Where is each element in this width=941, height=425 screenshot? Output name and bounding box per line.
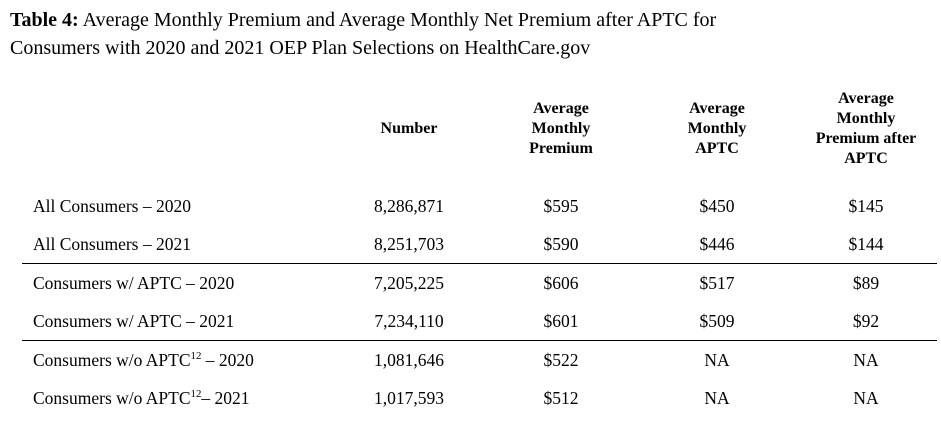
cell-number: 1,081,646 <box>374 349 444 370</box>
table-row: Consumers w/o APTC12 – 2020 1,081,646 $5… <box>22 341 937 379</box>
cell-avg-aptc: $517 <box>699 272 735 293</box>
cell-number: 8,251,703 <box>374 233 444 254</box>
header-avg-monthly-premium: Average Monthly Premium <box>529 100 593 157</box>
cell-avg-premium: $522 <box>543 349 579 370</box>
section-consumers-without-aptc: Consumers w/o APTC12 – 2020 1,081,646 $5… <box>22 341 937 417</box>
header-avg-monthly-premium-after-aptc: Average Monthly Premium after APTC <box>815 90 917 167</box>
cell-avg-premium: $512 <box>543 387 579 408</box>
table-title-text-line2: Consumers with 2020 and 2021 OEP Plan Se… <box>10 37 591 59</box>
footnote-marker: 12 <box>190 349 202 362</box>
cell-premium-after-aptc: NA <box>853 387 879 408</box>
table-row: Consumers w/o APTC12– 2021 1,017,593 $51… <box>22 379 937 417</box>
header-number: Number <box>380 120 438 137</box>
cell-avg-premium: $590 <box>543 233 579 254</box>
table-title-label: Table 4: <box>10 9 79 31</box>
cell-number: 1,017,593 <box>374 387 444 408</box>
cell-avg-aptc: NA <box>704 387 730 408</box>
cell-premium-after-aptc: NA <box>853 349 879 370</box>
premium-table: Number Average Monthly Premium Average M… <box>22 80 937 417</box>
cell-avg-aptc: NA <box>704 349 730 370</box>
row-label: Consumers w/ APTC – 2020 <box>33 272 235 293</box>
section-consumers-with-aptc: Consumers w/ APTC – 2020 7,205,225 $606 … <box>22 264 937 341</box>
cell-premium-after-aptc: $145 <box>848 195 884 216</box>
cell-avg-aptc: $450 <box>699 195 735 216</box>
row-label: Consumers w/o APTC12 – 2020 <box>33 349 254 370</box>
table-row: All Consumers – 2020 8,286,871 $595 $450… <box>22 187 937 225</box>
cell-number: 7,205,225 <box>374 272 444 293</box>
footnote-marker: 12 <box>190 387 202 400</box>
cell-premium-after-aptc: $92 <box>852 310 880 331</box>
table-row: All Consumers – 2021 8,251,703 $590 $446… <box>22 225 937 263</box>
cell-avg-aptc: $509 <box>699 310 735 331</box>
cell-number: 7,234,110 <box>374 310 444 331</box>
section-all-consumers: All Consumers – 2020 8,286,871 $595 $450… <box>22 187 937 264</box>
cell-avg-premium: $601 <box>543 310 579 331</box>
cell-premium-after-aptc: $89 <box>852 272 880 293</box>
row-label: All Consumers – 2020 <box>33 195 191 216</box>
row-label: Consumers w/ APTC – 2021 <box>33 310 235 331</box>
row-label: Consumers w/o APTC12– 2021 <box>33 387 250 408</box>
table-header-row: Number Average Monthly Premium Average M… <box>22 80 937 178</box>
table-title: Table 4: Average Monthly Premium and Ave… <box>10 6 930 62</box>
table-row: Consumers w/ APTC – 2021 7,234,110 $601 … <box>22 302 937 340</box>
table-title-text-line1: Average Monthly Premium and Average Mont… <box>78 9 717 31</box>
table-row: Consumers w/ APTC – 2020 7,205,225 $606 … <box>22 264 937 302</box>
cell-premium-after-aptc: $144 <box>848 233 884 254</box>
cell-avg-premium: $595 <box>543 195 579 216</box>
cell-avg-premium: $606 <box>543 272 579 293</box>
row-label: All Consumers – 2021 <box>33 233 191 254</box>
header-avg-monthly-aptc: Average Monthly APTC <box>687 100 747 157</box>
cell-number: 8,286,871 <box>374 195 444 216</box>
cell-avg-aptc: $446 <box>699 233 735 254</box>
